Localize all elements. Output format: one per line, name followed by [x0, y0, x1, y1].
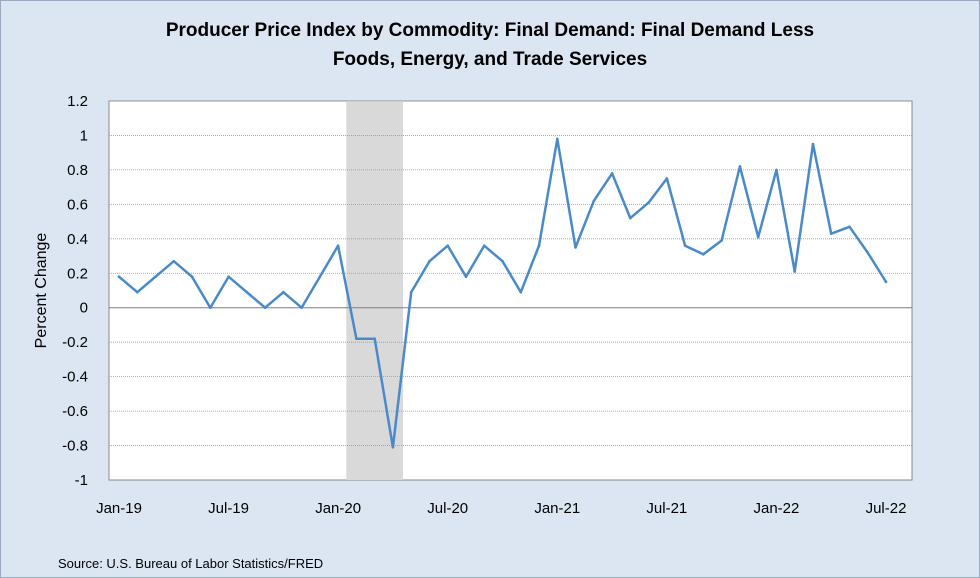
- data-point: [409, 290, 413, 294]
- recession-shading: [346, 101, 404, 480]
- data-point: [318, 275, 322, 279]
- data-point: [501, 259, 504, 263]
- x-tick-label: Jan-22: [753, 500, 799, 517]
- data-point: [519, 290, 523, 294]
- data-point: [665, 177, 669, 180]
- y-tick-label: 0.8: [67, 162, 88, 179]
- data-point: [209, 306, 212, 310]
- y-axis-title: Percent Change: [33, 233, 50, 349]
- data-point: [135, 290, 139, 294]
- data-point: [610, 172, 614, 175]
- data-point: [190, 275, 194, 279]
- data-point: [866, 251, 870, 254]
- chart-title-line-2: Foods, Energy, and Trade Services: [332, 49, 648, 70]
- data-point: [884, 280, 888, 284]
- data-point: [282, 290, 285, 294]
- data-point: [592, 199, 596, 203]
- data-point: [756, 235, 760, 239]
- data-point: [117, 275, 121, 279]
- data-point: [683, 244, 687, 248]
- y-tick-label: 0.2: [67, 265, 88, 282]
- data-point: [300, 306, 303, 310]
- data-point: [464, 275, 468, 279]
- x-axis-ticks: Jan-19 Jul-19 Jan-20 Jul-20 Jan-21 Jul-21 Jan-…: [96, 500, 906, 517]
- data-point: [227, 275, 230, 279]
- data-point: [154, 275, 157, 279]
- x-tick-label: Jul-19: [208, 500, 249, 517]
- x-tick-label: Jan-21: [534, 500, 580, 517]
- plot-area: [108, 100, 913, 481]
- data-point: [702, 253, 705, 256]
- y-tick-label: 0: [80, 300, 88, 317]
- series-points: [117, 137, 888, 449]
- y-tick-label: 1.2: [67, 93, 88, 110]
- y-tick-label: -0.8: [62, 438, 88, 455]
- y-tick-label: 1: [80, 127, 88, 144]
- data-point: [793, 270, 796, 273]
- x-tick-label: Jul-21: [646, 500, 687, 517]
- y-tick-label: -0.2: [62, 334, 88, 351]
- x-tick-label: Jul-22: [866, 500, 907, 517]
- data-point: [446, 244, 450, 248]
- y-tick-label: -0.4: [62, 369, 88, 386]
- data-point: [428, 259, 431, 263]
- data-point: [482, 244, 486, 248]
- y-tick-label: -1: [75, 472, 88, 489]
- x-tick-label: Jan-20: [315, 500, 361, 517]
- data-point: [629, 216, 632, 220]
- x-tick-label: Jul-20: [427, 500, 468, 517]
- data-point: [775, 168, 778, 172]
- data-point: [355, 337, 358, 341]
- y-tick-label: -0.6: [62, 403, 88, 420]
- data-point: [373, 337, 376, 341]
- x-tick-label: Jan-19: [96, 500, 142, 517]
- data-point: [811, 142, 815, 146]
- data-point: [848, 225, 851, 229]
- data-point: [245, 290, 249, 294]
- data-point: [829, 232, 833, 235]
- data-point: [263, 306, 267, 310]
- source-note: Source: U.S. Bureau of Labor Statistics/…: [58, 556, 324, 571]
- y-tick-label: 0.6: [67, 196, 88, 213]
- data-point: [172, 259, 176, 263]
- chart-title: Producer Price Index by Commodity: Final…: [0, 16, 980, 74]
- chart-title-line-1: Producer Price Index by Commodity: Final…: [165, 20, 815, 41]
- data-point: [720, 239, 723, 242]
- data-point: [336, 244, 340, 248]
- data-point: [647, 201, 650, 204]
- data-point: [537, 244, 541, 248]
- data-point: [738, 165, 742, 168]
- data-point: [555, 137, 559, 141]
- data-point: [391, 445, 395, 449]
- y-tick-label: 0.4: [67, 231, 88, 248]
- data-point: [574, 246, 577, 249]
- y-axis-ticks: 1.2 1 0.8 0.6 0.4 0.2 0 -0.2 -0.4 -0.6 -0.8 -1: [62, 93, 88, 489]
